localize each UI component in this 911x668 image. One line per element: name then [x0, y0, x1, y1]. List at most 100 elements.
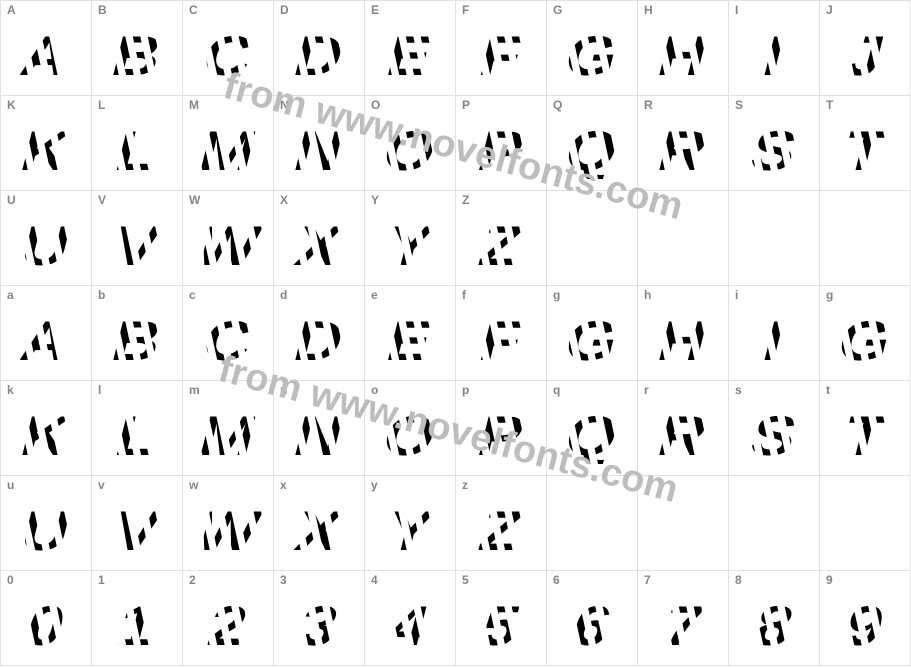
svg-text:F: F — [474, 313, 529, 369]
cell-key-label: 4 — [371, 574, 378, 586]
glyph: L — [100, 123, 174, 179]
glyph: X — [282, 503, 356, 559]
svg-text:1: 1 — [111, 598, 162, 654]
cell-key-label: f — [462, 289, 466, 301]
svg-text:L: L — [110, 123, 165, 179]
glyph-cell: B B — [92, 1, 183, 96]
glyph: 8 — [737, 598, 811, 654]
glyph-cell: a A — [1, 286, 92, 381]
glyph: P — [464, 408, 538, 464]
glyph: K — [9, 123, 83, 179]
glyph: R — [646, 123, 720, 179]
svg-text:C: C — [197, 313, 259, 369]
glyph: D — [282, 28, 356, 84]
glyph: U — [9, 218, 83, 274]
svg-text:T: T — [838, 123, 893, 179]
glyph: K — [9, 408, 83, 464]
cell-key-label: z — [462, 479, 468, 491]
glyph: Z — [464, 218, 538, 274]
glyph-cell — [547, 191, 638, 286]
glyph-cell: u U — [1, 476, 92, 571]
glyph: F — [464, 313, 538, 369]
glyph: I — [737, 28, 811, 84]
svg-text:B: B — [106, 313, 168, 369]
svg-text:B: B — [106, 28, 168, 84]
glyph-cell — [820, 191, 911, 286]
cell-key-label: V — [98, 194, 106, 206]
svg-text:0: 0 — [20, 598, 71, 654]
cell-key-label: h — [644, 289, 651, 301]
cell-key-label: A — [7, 4, 16, 16]
svg-text:V: V — [108, 218, 167, 274]
glyph-cell: r R — [638, 381, 729, 476]
glyph-cell: E E — [365, 1, 456, 96]
svg-text:P: P — [472, 123, 530, 179]
glyph-cell: c C — [183, 286, 274, 381]
svg-text:Z: Z — [474, 503, 529, 559]
svg-text:3: 3 — [293, 598, 344, 654]
glyph: G — [828, 313, 902, 369]
glyph-cell: P P — [456, 96, 547, 191]
glyph-cell: G G — [547, 1, 638, 96]
svg-text:8: 8 — [748, 598, 799, 654]
glyph: P — [464, 123, 538, 179]
cell-key-label: s — [735, 384, 742, 396]
cell-key-label: 9 — [826, 574, 833, 586]
glyph: W — [191, 218, 265, 274]
cell-key-label: N — [280, 99, 289, 111]
svg-text:Q: Q — [559, 123, 625, 179]
glyph: 3 — [282, 598, 356, 654]
glyph-cell: X X — [274, 191, 365, 286]
cell-key-label: U — [7, 194, 16, 206]
glyph-cell — [729, 476, 820, 571]
cell-key-label: 1 — [98, 574, 105, 586]
svg-text:G: G — [559, 313, 625, 369]
glyph-cell — [547, 476, 638, 571]
glyph-cell: f F — [456, 286, 547, 381]
glyph: A — [9, 313, 83, 369]
svg-text:V: V — [108, 503, 167, 559]
glyph-cell: 2 2 — [183, 571, 274, 666]
glyph: C — [191, 313, 265, 369]
cell-key-label: m — [189, 384, 200, 396]
cell-key-label: x — [280, 479, 287, 491]
cell-key-label: Y — [371, 194, 379, 206]
cell-key-label: d — [280, 289, 287, 301]
glyph-cell — [638, 191, 729, 286]
glyph-cell: U U — [1, 191, 92, 286]
glyph-cell: 7 7 — [638, 571, 729, 666]
glyph-cell: M M — [183, 96, 274, 191]
glyph-cell: 5 5 — [456, 571, 547, 666]
glyph-cell — [729, 191, 820, 286]
glyph: F — [464, 28, 538, 84]
svg-text:N: N — [288, 123, 350, 179]
cell-key-label: w — [189, 479, 198, 491]
glyph-cell: k K — [1, 381, 92, 476]
cell-key-label: Q — [553, 99, 562, 111]
svg-text:D: D — [288, 313, 350, 369]
glyph: O — [373, 123, 447, 179]
svg-text:E: E — [381, 28, 439, 84]
svg-text:T: T — [838, 408, 893, 464]
glyph: Y — [373, 218, 447, 274]
glyph-cell: x X — [274, 476, 365, 571]
svg-text:6: 6 — [566, 598, 617, 654]
svg-text:M: M — [193, 123, 262, 179]
cell-key-label: 8 — [735, 574, 742, 586]
glyph-cell: W W — [183, 191, 274, 286]
glyph: 4 — [373, 598, 447, 654]
cell-key-label: i — [735, 289, 738, 301]
glyph: 6 — [555, 598, 629, 654]
cell-key-label: X — [280, 194, 288, 206]
cell-key-label: 7 — [644, 574, 651, 586]
cell-key-label: c — [189, 289, 196, 301]
glyph: N — [282, 408, 356, 464]
svg-text:N: N — [288, 408, 350, 464]
svg-text:R: R — [652, 123, 714, 179]
glyph: E — [373, 313, 447, 369]
glyph: 9 — [828, 598, 902, 654]
glyph-cell: I I — [729, 1, 820, 96]
glyph: B — [100, 313, 174, 369]
svg-text:7: 7 — [657, 598, 708, 654]
cell-key-label: p — [462, 384, 469, 396]
